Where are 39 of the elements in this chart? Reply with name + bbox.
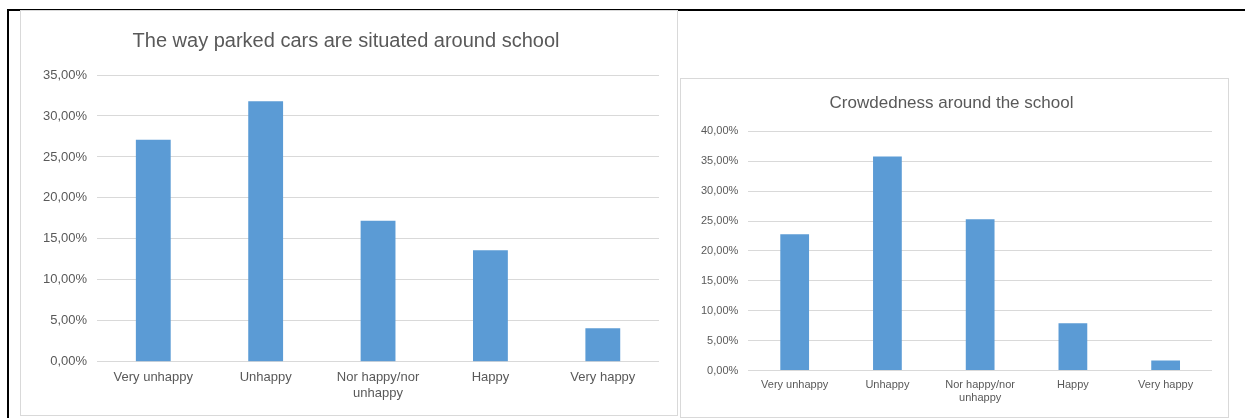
y-tick-label: 15,00%	[43, 230, 88, 246]
bar	[135, 139, 171, 362]
y-tick-label: 30,00%	[701, 184, 739, 197]
y-tick-label: 10,00%	[701, 303, 739, 316]
x-tick-label: Nor happy/nor unhappy	[336, 369, 420, 400]
y-tick-label: 35,00%	[701, 154, 739, 167]
bar	[473, 250, 508, 362]
x-tick-label: Very unhappy	[113, 369, 194, 385]
y-tick-label: 0,00%	[50, 353, 88, 369]
x-tick-label: Very happy	[570, 369, 636, 385]
bar	[965, 219, 995, 371]
y-tick-label: 20,00%	[701, 244, 739, 257]
y-tick-label: 10,00%	[43, 271, 88, 287]
bar	[873, 156, 902, 371]
y-tick-label: 15,00%	[701, 273, 739, 286]
y-tick-label: 0,00%	[707, 363, 739, 376]
x-tick-label: Unhappy	[865, 378, 910, 391]
y-tick-label: 25,00%	[43, 148, 88, 164]
y-tick-label: 35,00%	[43, 66, 88, 82]
chart-title: The way parked cars are situated around school	[132, 28, 560, 51]
x-tick-label: Very unhappy	[761, 378, 829, 391]
y-tick-label: 5,00%	[707, 333, 739, 346]
y-tick-label: 40,00%	[701, 124, 739, 137]
chart-title: Crowdedness around the school	[829, 92, 1074, 112]
x-tick-label: Happy	[471, 369, 510, 385]
bar	[248, 101, 284, 362]
bar	[360, 220, 396, 362]
y-tick-label: 20,00%	[43, 189, 88, 205]
bar	[1151, 360, 1181, 371]
x-tick-label: Unhappy	[239, 369, 293, 385]
y-tick-label: 30,00%	[43, 107, 88, 123]
x-tick-label: Nor happy/nor unhappy	[945, 378, 1016, 404]
bar	[1058, 323, 1088, 371]
y-tick-label: 25,00%	[701, 214, 739, 227]
bar	[780, 234, 810, 371]
x-tick-label: Happy	[1056, 378, 1090, 391]
x-tick-label: Very happy	[1138, 378, 1194, 391]
bar	[585, 328, 621, 362]
y-tick-label: 5,00%	[50, 312, 88, 328]
